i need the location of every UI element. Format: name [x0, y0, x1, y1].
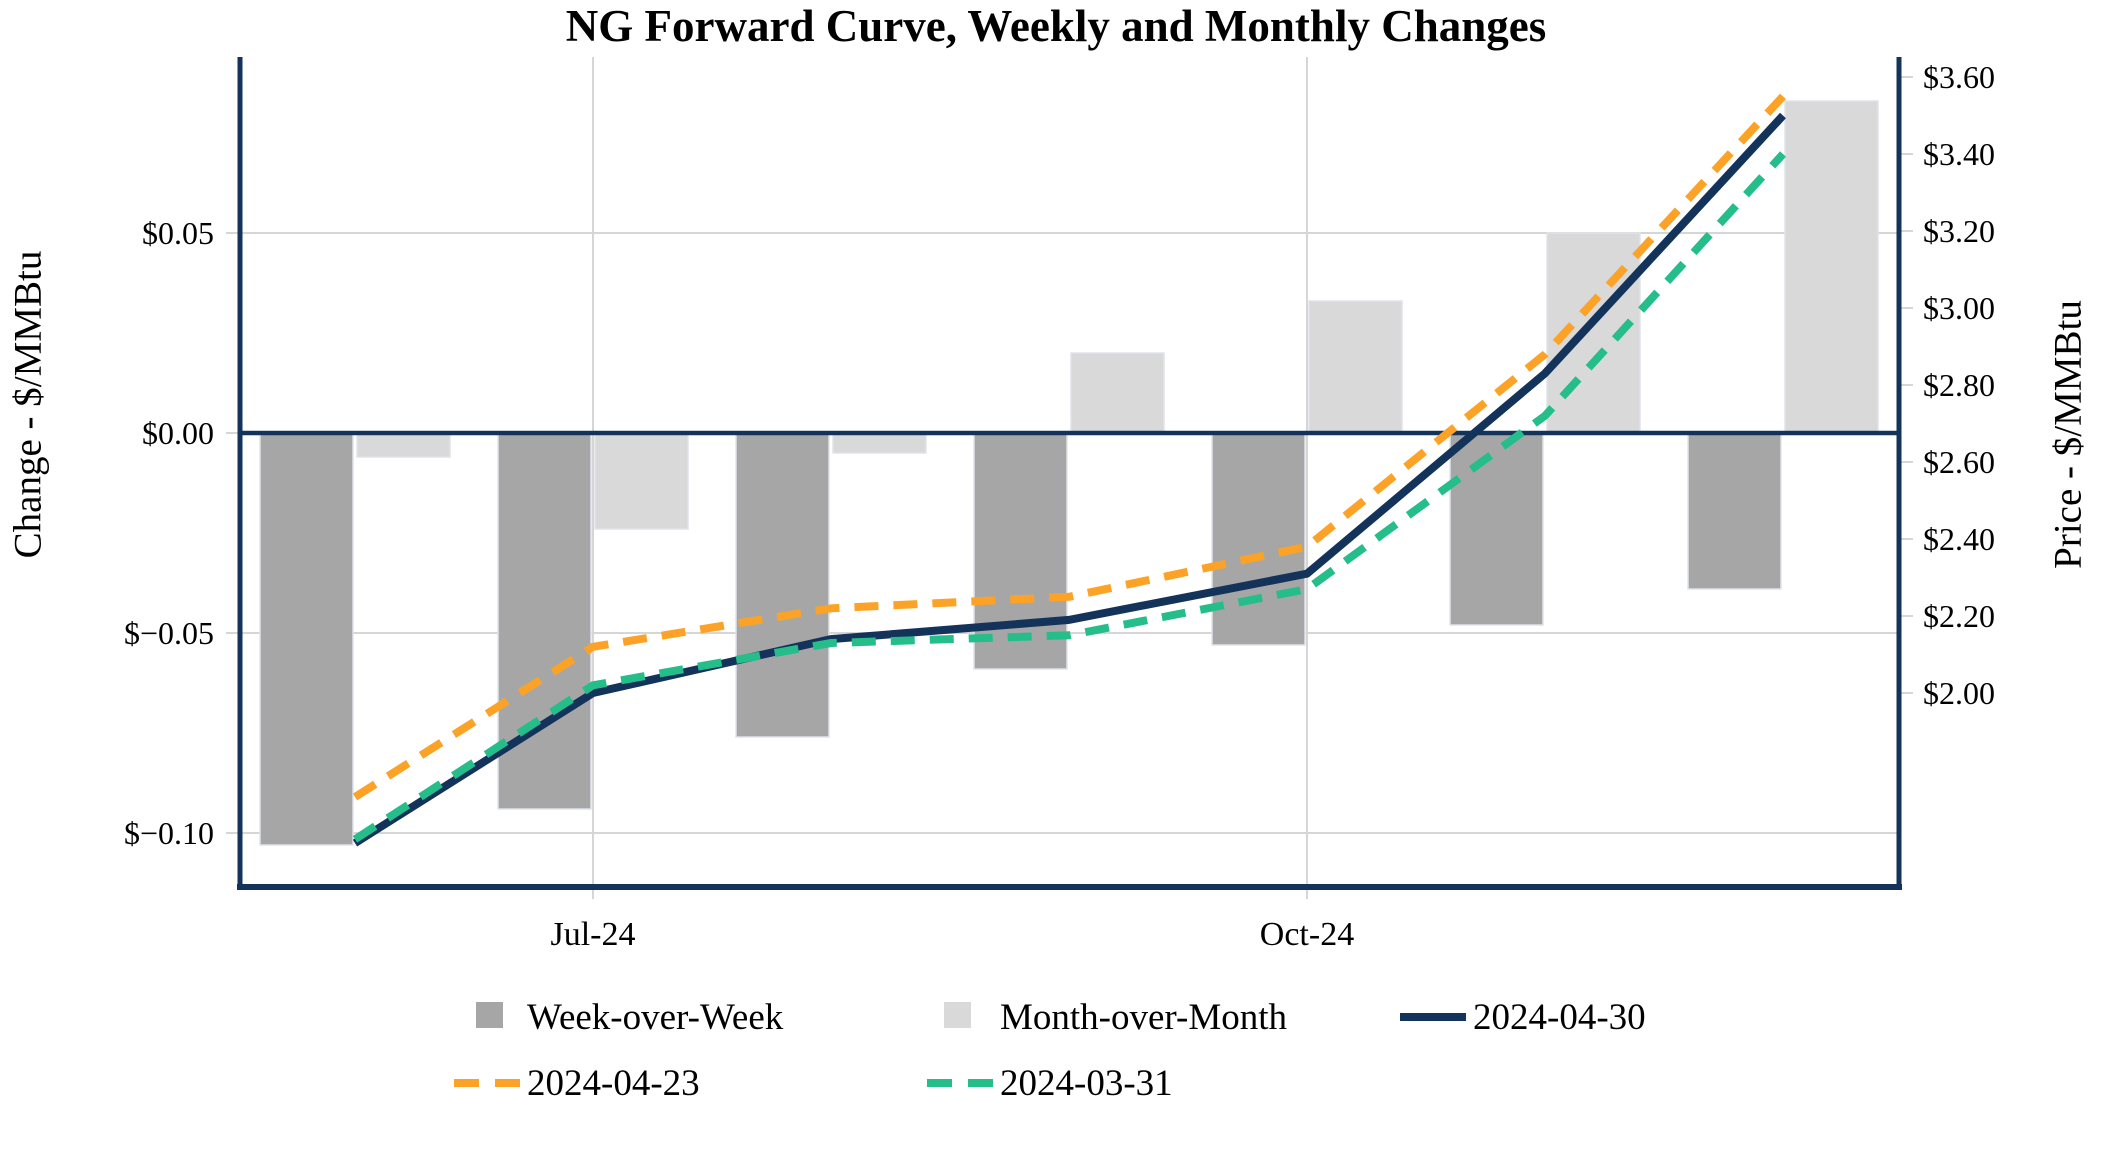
price-line-2024-04-30 [352, 112, 1786, 847]
green-dash-icon [927, 1079, 952, 1087]
wow-bar [1211, 432, 1306, 646]
legend-item-2024-04-23: 2024-04-23 [454, 1062, 794, 1106]
wow-bar [735, 432, 830, 738]
right-tick-label: $2.40 [1923, 521, 1995, 557]
right-tick-label: $3.40 [1923, 136, 1995, 172]
legend-item-2024-04-30: 2024-04-30 [1400, 996, 1700, 1040]
mom-bar [1308, 300, 1403, 434]
wow-swatch-icon [476, 1002, 503, 1028]
wow-bar [1687, 432, 1782, 590]
legend-label: 2024-03-31 [1000, 1063, 1173, 1104]
wow-bar [259, 432, 354, 846]
price-line-2024-04-23 [352, 93, 1786, 801]
navy-line-icon [1400, 1013, 1466, 1021]
orange-dash-icon [454, 1079, 479, 1087]
right-tick-label: $3.60 [1923, 59, 1995, 95]
right-tick-label: $3.00 [1923, 290, 1995, 326]
chart-title: NG Forward Curve, Weekly and Monthly Cha… [565, 1, 1547, 51]
mom-bar [832, 432, 927, 454]
mom-bar [594, 432, 689, 530]
mom-bar [1784, 100, 1879, 434]
legend-label: 2024-04-23 [527, 1063, 700, 1104]
mom-bar [1070, 352, 1165, 434]
wow-bar [497, 432, 592, 810]
right-tick-label: $2.20 [1923, 598, 1995, 634]
left-tick-label: $0.05 [142, 215, 214, 251]
x-tick-label: Jul-24 [551, 916, 636, 953]
right-tick-label: $2.80 [1923, 367, 1995, 403]
mom-bar [356, 432, 451, 458]
left-tick-label: $−0.05 [124, 615, 214, 651]
right-tick-label: $3.20 [1923, 213, 1995, 249]
legend-label: Month-over-Month [1000, 997, 1288, 1038]
legend-item-2024-03-31: 2024-03-31 [927, 1062, 1267, 1106]
left-tick-label: $0.00 [142, 415, 214, 451]
legend-label: Week-over-Week [527, 997, 784, 1038]
legend-item-week-over-week: Week-over-Week [476, 996, 876, 1040]
legend-item-month-over-month: Month-over-Month [944, 996, 1384, 1040]
legend-label: 2024-04-30 [1473, 997, 1646, 1038]
right-tick-label: $2.60 [1923, 444, 1995, 480]
mom-swatch-icon [944, 1002, 971, 1028]
green-dash-icon [968, 1079, 993, 1087]
price-line-2024-03-31 [352, 151, 1786, 843]
x-tick-label: Oct-24 [1260, 916, 1354, 953]
orange-dash-icon [495, 1079, 520, 1087]
right-tick-label: $2.00 [1923, 675, 1995, 711]
wow-bar [1449, 432, 1544, 626]
left-tick-label: $−0.10 [124, 815, 214, 851]
